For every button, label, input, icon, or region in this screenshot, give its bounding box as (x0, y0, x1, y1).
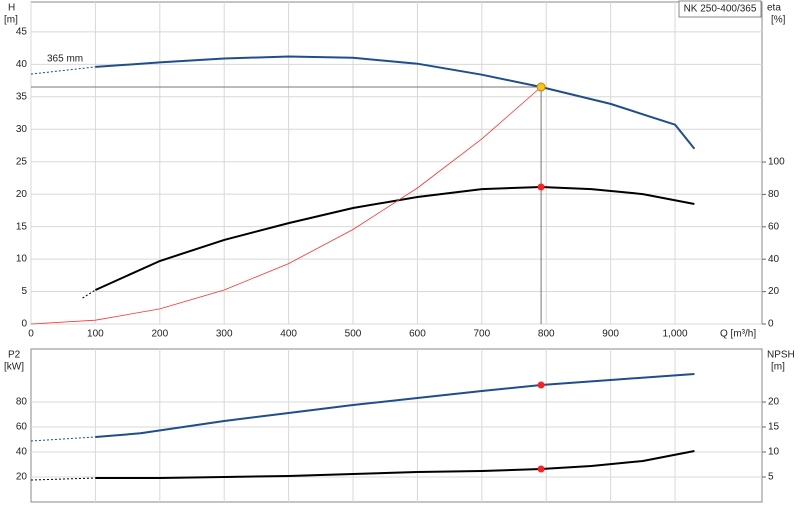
x-tick-label: 1,000 (663, 329, 688, 340)
y2-tick-label: 15 (768, 422, 780, 433)
y2-tick-label: 100 (768, 157, 785, 168)
y2-tick-label: 40 (768, 254, 780, 265)
point-marker (537, 381, 545, 389)
curve (95, 55, 696, 150)
curve-annotation: 365 mm (47, 54, 83, 65)
curve (95, 373, 695, 438)
y-tick-label: 60 (16, 422, 28, 433)
curve (95, 450, 695, 479)
y2-tick-label: 20 (768, 397, 780, 408)
y-tick-label: 10 (16, 254, 28, 265)
y-tick-label: 25 (16, 156, 28, 167)
x-tick-label: 600 (409, 329, 426, 340)
x-tick-label: 800 (538, 329, 555, 340)
curve (94, 185, 695, 291)
x-tick-label: 400 (280, 329, 297, 340)
y2-tick-label: 5 (768, 472, 774, 483)
curve (30, 86, 542, 325)
y2-axis-label: eta (767, 3, 781, 14)
x-tick-label: 300 (216, 329, 233, 340)
y2-tick-label: 20 (768, 286, 780, 297)
y-axis-label: P2 (8, 350, 21, 361)
y-tick-label: 15 (16, 221, 28, 232)
y-axis-unit: [m] (4, 15, 18, 26)
y2-axis-label: NPSH (767, 350, 795, 361)
y2-tick-label: 80 (768, 189, 780, 200)
x-tick-label: 900 (602, 329, 619, 340)
y2-axis-unit: [%] (771, 15, 786, 26)
y-tick-label: 30 (16, 124, 28, 135)
operating-point (536, 82, 546, 92)
x-tick-label: 500 (345, 329, 362, 340)
plot-frame (30, 348, 763, 503)
y-tick-label: 40 (16, 447, 28, 458)
y2-tick-label: 0 (768, 319, 774, 330)
y-tick-label: 45 (16, 27, 28, 38)
title-box (678, 0, 762, 18)
y-axis-unit: [kW] (4, 362, 24, 373)
x-axis-label: Q [m³/h] (720, 329, 756, 340)
y-axis-label: H (8, 3, 15, 14)
x-tick-label: 200 (151, 329, 168, 340)
plot-frame (30, 1, 763, 325)
y-tick-label: 0 (21, 319, 27, 330)
curve (30, 436, 96, 442)
y-tick-label: 20 (16, 189, 28, 200)
x-tick-label: 100 (87, 329, 104, 340)
point-marker (537, 465, 545, 473)
x-tick-label: 0 (28, 329, 34, 340)
curve (30, 477, 96, 481)
curve (82, 289, 96, 299)
point-marker (537, 183, 545, 191)
y2-tick-label: 10 (768, 447, 780, 458)
y-tick-label: 80 (16, 397, 28, 408)
y-tick-label: 40 (16, 59, 28, 70)
y-tick-label: 35 (16, 91, 28, 102)
y-tick-label: 20 (16, 472, 28, 483)
y2-axis-unit: [m] (771, 362, 785, 373)
y-tick-label: 5 (21, 286, 27, 297)
y2-tick-label: 60 (768, 221, 780, 232)
curve (30, 66, 96, 75)
x-tick-label: 700 (473, 329, 490, 340)
chart-title: NK 250-400/365 (684, 4, 757, 15)
